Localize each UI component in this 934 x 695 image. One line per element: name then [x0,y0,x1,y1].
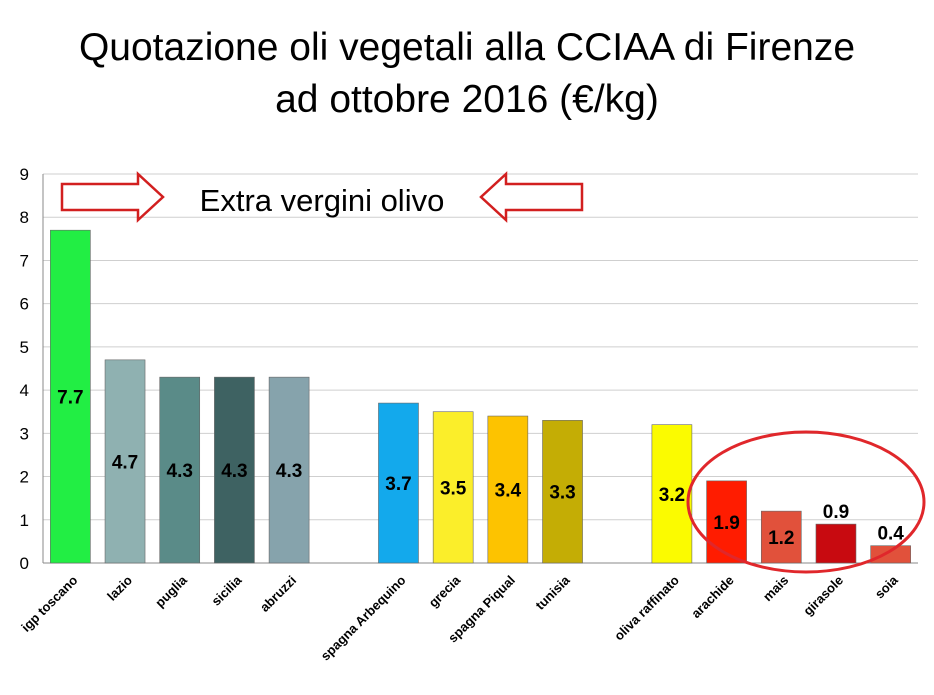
data-label: 3.7 [385,474,411,495]
annotations: Extra vergini olivo [60,171,926,574]
x-tick-label: soia [872,572,902,602]
y-tick-label: 6 [20,295,29,314]
bar [378,402,419,564]
y-tick-label: 4 [20,381,29,400]
bar [159,376,201,564]
data-label: 7.7 [57,388,83,409]
x-tick-label: oliva raffinato [611,572,682,643]
x-tick-label: puglia [152,572,190,610]
bar [50,229,91,564]
y-tick-label: 8 [20,208,29,227]
x-axis-tick-labels: igp toscano lazio puglia sicilia abruzzi spag… [18,572,901,664]
y-tick-label: 1 [20,511,29,530]
y-tick-label: 0 [20,554,29,573]
x-tick-label: lazio [104,572,135,603]
x-tick-label: tunisia [532,572,573,613]
data-label: 3.4 [495,481,522,502]
data-label: 1.2 [768,528,794,549]
x-tick-label: abruzzi [257,573,299,615]
left-arrow-icon [479,171,584,223]
data-label: 0.4 [877,524,904,545]
bar [104,359,146,564]
x-tick-label: sicilia [208,572,245,609]
x-tick-label: arachide [688,573,736,621]
highlight-ellipse [686,430,926,574]
annotation-label: Extra vergini olivo [200,183,445,218]
data-label: 1.9 [713,513,739,534]
data-label: 3.2 [659,485,685,506]
data-label: 0.9 [823,502,849,523]
chart-title: Quotazione oli vegetali alla CCIAA di Fi… [0,22,934,126]
data-label: 4.3 [167,461,193,482]
data-label: 4.3 [276,461,302,482]
y-tick-label: 9 [20,165,29,184]
x-tick-label: grecia [426,572,464,610]
bar [651,424,693,564]
y-axis-tick-labels: 0 1 2 3 4 5 6 7 8 9 [20,165,29,573]
data-labels: 7.7 4.7 4.3 4.3 4.3 3.7 3.5 3.4 3.3 3.2 1.9 1.2 0.9 0… [57,388,904,549]
data-label: 4.3 [221,461,247,482]
x-tick-label: girasole [800,573,846,619]
x-tick-label: spagna Arbequino [318,572,409,663]
bar [487,415,529,564]
bar [760,510,802,564]
y-tick-label: 3 [20,424,29,443]
data-label: 4.7 [112,452,138,473]
bar [815,523,857,564]
x-tick-label: igp toscano [18,572,80,634]
chart-title-line-1: Quotazione oli vegetali alla CCIAA di Fi… [78,26,856,69]
bar [214,376,255,564]
data-label: 3.5 [440,478,467,499]
right-arrow-icon [60,171,165,223]
bar [432,411,474,564]
bars [50,229,911,564]
y-tick-label: 7 [20,251,29,270]
bar [268,376,310,564]
bar [706,480,747,564]
bar [542,420,583,564]
data-label: 3.3 [549,483,575,504]
bar [870,545,911,564]
chart-title-line-2: ad ottobre 2016 (€/kg) [275,78,659,121]
y-tick-label: 2 [20,468,29,487]
y-tick-label: 5 [20,338,29,357]
x-tick-label: mais [760,573,792,605]
